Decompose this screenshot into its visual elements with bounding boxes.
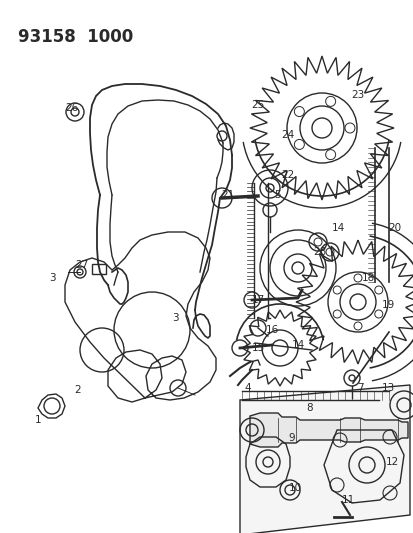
- Text: 4: 4: [244, 383, 251, 393]
- Text: 11: 11: [341, 495, 354, 505]
- Text: 19: 19: [380, 300, 394, 310]
- Polygon shape: [240, 385, 409, 533]
- Text: 24: 24: [281, 130, 294, 140]
- Text: 2: 2: [74, 385, 81, 395]
- Text: 14: 14: [330, 223, 344, 233]
- Text: 13: 13: [380, 383, 394, 393]
- Text: 14: 14: [291, 340, 304, 350]
- Text: 26: 26: [65, 103, 78, 113]
- Text: 15: 15: [251, 343, 264, 353]
- Text: 1: 1: [35, 415, 41, 425]
- Text: 10: 10: [288, 483, 301, 493]
- Text: 28: 28: [313, 247, 326, 257]
- Polygon shape: [249, 413, 407, 447]
- Text: 23: 23: [351, 90, 364, 100]
- Text: 22: 22: [281, 170, 294, 180]
- Text: 21: 21: [221, 190, 234, 200]
- Text: 8: 8: [306, 403, 313, 413]
- Text: 25: 25: [251, 100, 264, 110]
- Text: 3: 3: [49, 273, 55, 283]
- Bar: [92, 264, 106, 274]
- Text: 18: 18: [361, 273, 374, 283]
- Text: 7: 7: [356, 383, 363, 393]
- Text: 12: 12: [385, 457, 398, 467]
- Text: 17: 17: [251, 295, 264, 305]
- Text: 9: 9: [288, 433, 294, 443]
- Text: 3: 3: [171, 313, 178, 323]
- Text: 27: 27: [75, 260, 88, 270]
- Text: 16: 16: [265, 325, 278, 335]
- Text: 20: 20: [387, 223, 401, 233]
- Text: 93158  1000: 93158 1000: [18, 28, 133, 46]
- Text: 5: 5: [274, 190, 280, 200]
